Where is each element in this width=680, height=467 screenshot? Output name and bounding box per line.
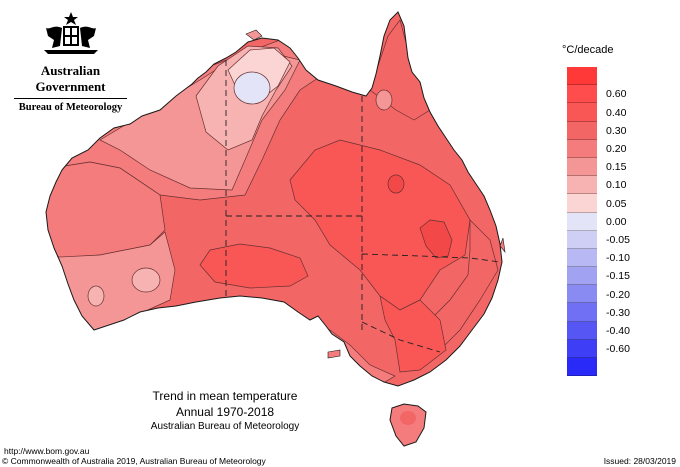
trend-zone-0.40-east (419, 219, 453, 259)
legend-label: -0.60 (606, 343, 630, 356)
legend-swatch (567, 267, 597, 286)
legend-label: 0.20 (606, 142, 627, 155)
legend-swatch (567, 67, 597, 86)
legend-label: -0.15 (606, 270, 630, 283)
trend-zone-negative-kimberley (233, 71, 271, 105)
legend-swatch (567, 121, 597, 140)
legend-swatch (567, 248, 597, 268)
island-kangaroo (327, 349, 341, 359)
caption-title: Trend in mean temperature (152, 389, 298, 403)
legend-swatch (567, 103, 597, 122)
map-caption: Trend in mean temperature Annual 1970-20… (120, 388, 330, 434)
legend-swatch (567, 194, 597, 213)
legend-label: 0.00 (606, 215, 627, 228)
trend-zone-0.30-central (199, 243, 309, 289)
legend-label: 0.30 (606, 124, 627, 137)
legend-swatch (567, 85, 597, 104)
legend-swatch (567, 358, 597, 377)
legend-swatch (567, 339, 597, 358)
legend-label: -0.40 (606, 324, 630, 337)
color-legend (567, 67, 597, 377)
bureau-title: Bureau of Meteorology (18, 102, 123, 113)
trend-zone-0.10-capeyork (375, 89, 393, 111)
government-title: Australian Government (35, 63, 106, 94)
legend-label: 0.10 (606, 179, 627, 192)
border-qld-nsw (361, 253, 501, 263)
bom-logo: Australian Government Bureau of Meteorol… (8, 10, 133, 113)
legend-label: 0.05 (606, 197, 627, 210)
trend-zone-0.05-coast (87, 285, 105, 307)
legend-label: -0.05 (606, 233, 630, 246)
legend-swatch (567, 321, 597, 340)
legend-label: -0.10 (606, 252, 630, 265)
legend-swatch (567, 157, 597, 177)
legend-swatch (567, 139, 597, 158)
footer-issued: Issued: 28/03/2019 (603, 456, 676, 466)
mainland-outline (45, 11, 503, 387)
trend-zone-0.30-east (289, 139, 471, 311)
island-fraser (499, 237, 506, 254)
legend-unit: °C/decade (562, 44, 614, 56)
trend-zone-0.20-tasmania (400, 411, 416, 425)
caption-agency: Australian Bureau of Meteorology (150, 421, 300, 432)
legend-swatch (567, 176, 597, 195)
border-nsw-vic (361, 321, 441, 353)
legend-swatch (567, 212, 597, 231)
caption-period: Annual 1970-2018 (175, 405, 275, 419)
legend-label: 0.60 (606, 88, 627, 101)
legend-swatch (567, 230, 597, 249)
coat-of-arms-icon (43, 12, 98, 54)
legend-swatch (567, 285, 597, 304)
legend-label: -0.30 (606, 306, 630, 319)
legend-label: -0.20 (606, 288, 630, 301)
trend-zone-0.05-southwest (131, 267, 161, 293)
footer-url[interactable]: http://www.bom.gov.au (4, 446, 90, 456)
trend-zone-0.40-north-qld (387, 174, 405, 194)
logo-divider (14, 98, 127, 99)
island-melville (245, 29, 263, 41)
trend-zone-0.30-southeast (379, 295, 447, 373)
legend-label: 0.15 (606, 161, 627, 174)
legend-label: 0.40 (606, 106, 627, 119)
footer-copyright: © Commonwealth of Australia 2019, Austra… (2, 456, 266, 466)
legend-swatch (567, 303, 597, 322)
